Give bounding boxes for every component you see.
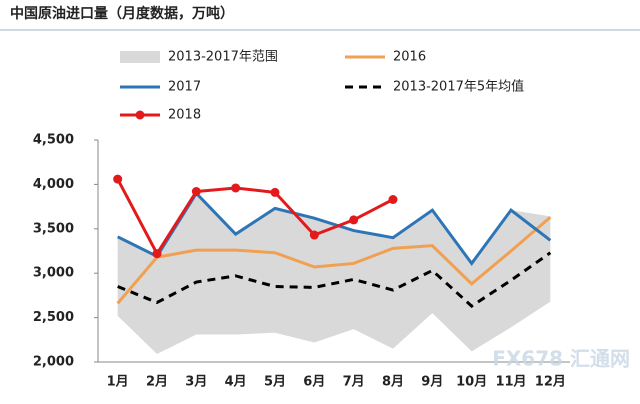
legend-label: 2013-2017年范围 [168,50,278,65]
range-area [117,193,551,355]
point [113,174,123,184]
x-tick-label: 8月 [382,375,404,390]
legend-swatch [120,51,160,63]
point [152,249,162,259]
legend-marker [135,110,145,120]
y-tick-label: 4,000 [33,177,74,192]
point [270,187,280,197]
x-tick-label: 4月 [225,375,247,390]
legend-label: 2013-2017年5年均值 [393,79,524,95]
x-tick-label: 7月 [343,375,365,390]
x-tick-label: 3月 [185,375,207,390]
x-tick-label: 2月 [146,375,168,390]
legend-label: 2016 [393,50,426,65]
x-tick-label: 11月 [495,375,526,390]
y-tick-label: 2,500 [33,310,74,325]
y-tick-label: 3,000 [33,266,74,281]
x-tick-label: 5月 [264,375,286,390]
x-tick-label: 12月 [535,375,566,390]
x-tick-label: 1月 [107,375,129,390]
point [231,183,241,193]
legend-label: 2018 [168,108,201,123]
series-line [116,216,552,305]
point [309,230,319,240]
x-tick-label: 10月 [456,375,487,390]
point [191,187,201,197]
series-line [116,178,394,257]
x-tick-label: 6月 [303,375,325,390]
legend-label: 2017 [168,80,201,95]
chart-title: 中国原油进口量（月度数据，万吨） [10,5,234,22]
y-tick-label: 3,500 [33,221,74,236]
y-tick-label: 2,000 [33,355,74,370]
point [388,194,398,204]
point [349,215,359,225]
x-tick-label: 9月 [421,375,443,390]
series-line [117,251,552,308]
watermark: FX678 汇通网 [492,347,630,371]
y-tick-label: 4,500 [33,133,74,148]
